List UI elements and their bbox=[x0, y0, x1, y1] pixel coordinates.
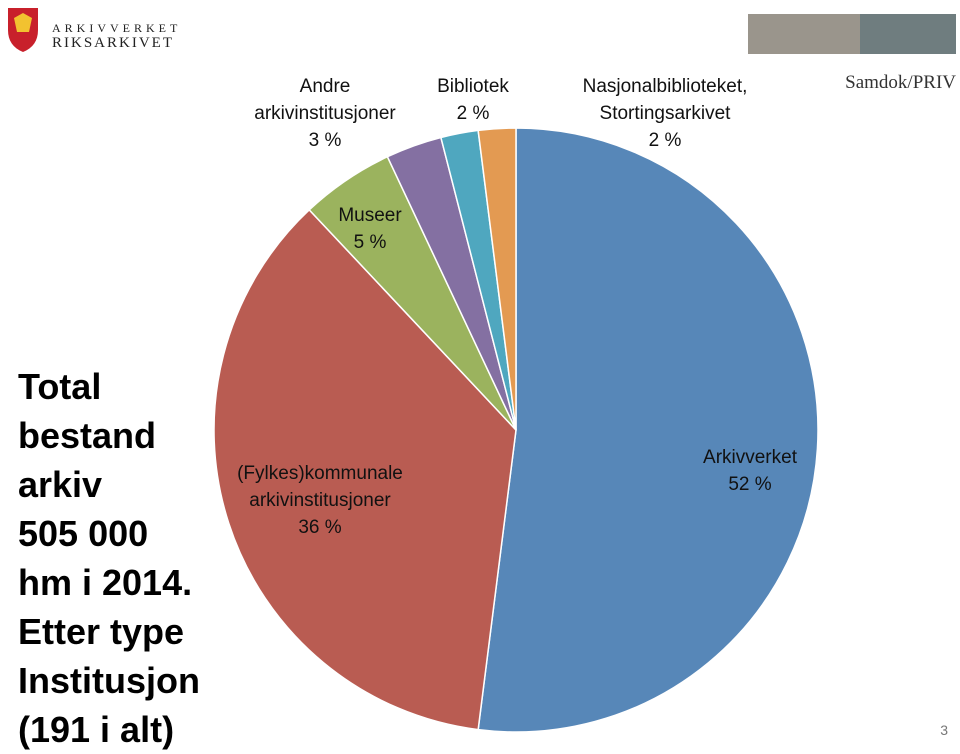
slice-value: 2 % bbox=[456, 103, 490, 124]
side-text-line: (191 i alt) bbox=[18, 709, 175, 750]
slice-name: Bibliotek bbox=[437, 76, 509, 97]
slice-label: Andre arkivinstitusjoner 3 % bbox=[230, 73, 420, 154]
org-line2: RIKSARKIVET bbox=[52, 35, 174, 51]
pie-slice bbox=[477, 127, 517, 431]
side-text-line: 505 000 bbox=[18, 513, 149, 554]
pie-slice bbox=[477, 127, 819, 733]
section-label: Samdok/PRIV bbox=[845, 72, 956, 93]
pie-slice bbox=[213, 208, 517, 731]
slice-name: Museer bbox=[338, 205, 402, 226]
logo-lion bbox=[14, 13, 32, 32]
slice-label: Bibliotek 2 % bbox=[418, 73, 528, 127]
side-text-line: bestand bbox=[18, 415, 157, 456]
pie bbox=[213, 127, 819, 733]
slice-label: Museer 5 % bbox=[320, 202, 420, 256]
side-text-line: Institusjon bbox=[18, 660, 200, 701]
slice-label: Arkivverket 52 % bbox=[670, 444, 830, 498]
slice-name: Andre arkivinstitusjoner bbox=[254, 76, 396, 124]
slice-value: 3 % bbox=[308, 130, 342, 151]
side-text-line: Etter type bbox=[18, 611, 185, 652]
header-image-part bbox=[860, 14, 956, 54]
slice-label: (Fylkes)kommunale arkivinstitusjoner 36 % bbox=[215, 460, 425, 541]
side-text-line: hm i 2014. bbox=[18, 562, 193, 603]
page-number: 3 bbox=[940, 722, 948, 738]
slice-value: 36 % bbox=[298, 517, 342, 538]
side-text: Total bestand arkiv 505 000 hm i 2014. Etter … bbox=[18, 362, 200, 754]
slice-name: Arkivverket bbox=[703, 447, 797, 468]
slice-value: 2 % bbox=[648, 130, 682, 151]
org-line1: ARKIVVERKET bbox=[52, 21, 181, 35]
slice-name: (Fylkes)kommunale arkivinstitusjoner bbox=[237, 463, 403, 511]
slice-label: Nasjonalbiblioteket, Stortingsarkivet 2 % bbox=[550, 73, 780, 154]
slice-value: 52 % bbox=[728, 474, 772, 495]
slice-name: Nasjonalbiblioteket, Stortingsarkivet bbox=[582, 76, 748, 124]
side-text-line: Total bbox=[18, 366, 102, 407]
slice-value: 5 % bbox=[353, 232, 387, 253]
side-text-line: arkiv bbox=[18, 464, 103, 505]
